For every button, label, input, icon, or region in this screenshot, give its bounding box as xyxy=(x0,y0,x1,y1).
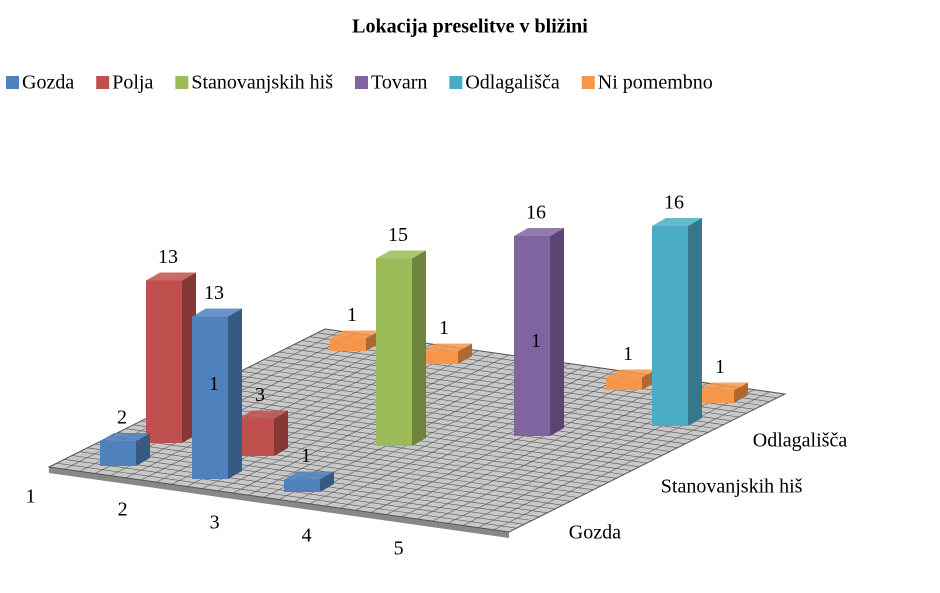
floor-grid xyxy=(232,374,694,441)
legend-label: Tovarn xyxy=(371,72,427,94)
bar-top xyxy=(330,330,380,339)
bar-top xyxy=(514,228,564,236)
bar-side xyxy=(228,308,242,479)
bar-top xyxy=(146,272,196,281)
depth-tick-label: Odlagališča xyxy=(753,429,848,451)
depth-tick-label: Stanovanjskih hiš xyxy=(661,475,803,497)
legend-swatch xyxy=(581,76,595,89)
legend-swatch xyxy=(96,76,110,89)
x-tick-label: 4 xyxy=(302,525,312,547)
value-label: 1 xyxy=(301,445,311,467)
legend-label: Odlagališča xyxy=(465,72,560,94)
bar-top xyxy=(284,471,334,480)
bar-top xyxy=(606,369,656,378)
bar xyxy=(284,471,334,492)
floor-plane xyxy=(49,467,509,538)
bar-top xyxy=(422,343,472,352)
bar xyxy=(422,343,472,364)
floor-grid xyxy=(263,359,724,425)
bar-side xyxy=(274,410,288,456)
floor-grid xyxy=(56,462,517,529)
bar-front xyxy=(606,377,642,390)
bar xyxy=(514,228,564,436)
value-label: 16 xyxy=(526,202,546,224)
value-label: 1 xyxy=(531,330,541,352)
bar xyxy=(192,308,242,479)
floor-grid xyxy=(48,466,510,533)
bar-side xyxy=(550,228,564,436)
bar-top xyxy=(192,308,242,317)
bar-top xyxy=(376,250,426,259)
floor-grid xyxy=(248,367,709,433)
floor-grid xyxy=(255,363,717,429)
bar-front xyxy=(652,226,688,426)
legend-label: Gozda xyxy=(22,72,74,94)
legend-label: Stanovanjskih hiš xyxy=(191,72,333,94)
x-tick-label: 5 xyxy=(394,538,404,560)
bar-front xyxy=(284,479,320,492)
bar-front xyxy=(376,258,412,446)
value-label: 3 xyxy=(255,384,265,406)
bar xyxy=(238,410,288,456)
value-label: 2 xyxy=(117,407,127,429)
legend-swatch xyxy=(6,76,19,89)
bar-front xyxy=(514,236,550,436)
legend-swatch xyxy=(449,76,463,89)
value-label: 1 xyxy=(209,373,219,395)
value-label: 15 xyxy=(388,224,408,246)
bar-side xyxy=(320,471,334,492)
bar xyxy=(146,272,196,443)
bar-front xyxy=(422,351,458,364)
legend-label: Polja xyxy=(112,72,153,94)
value-label: 1 xyxy=(347,304,357,326)
bar-top xyxy=(698,382,748,391)
value-label: 1 xyxy=(623,343,633,365)
floor-grid xyxy=(110,436,571,502)
bar xyxy=(606,369,656,390)
legend-label: Ni pomembno xyxy=(598,72,713,94)
chart-title: Lokacija preselitve v bližini xyxy=(352,16,588,38)
bar-front xyxy=(238,418,274,456)
depth-tick-label: Gozda xyxy=(569,521,621,543)
value-label: 13 xyxy=(204,282,224,304)
bar-side xyxy=(136,433,150,466)
bar-side xyxy=(734,382,748,403)
bar-top xyxy=(652,218,702,226)
bar-front xyxy=(698,390,734,403)
value-label: 16 xyxy=(664,192,684,214)
x-tick-label: 1 xyxy=(26,486,36,508)
floor-grid xyxy=(202,390,663,456)
bar-front xyxy=(146,280,182,443)
floor-grid xyxy=(225,378,686,445)
bar xyxy=(652,218,702,426)
bar-front xyxy=(100,441,136,466)
legend-swatch xyxy=(175,76,189,89)
value-label: 13 xyxy=(158,246,178,268)
floor-grid xyxy=(209,386,671,452)
value-label: 1 xyxy=(715,356,725,378)
bar xyxy=(330,330,380,351)
bar-side xyxy=(412,250,426,446)
bar-front xyxy=(192,316,228,479)
legend-swatch xyxy=(355,76,368,89)
bar xyxy=(698,382,748,403)
x-tick-label: 2 xyxy=(118,499,128,521)
bar xyxy=(376,250,426,446)
bar xyxy=(100,433,150,466)
bar-side xyxy=(458,343,472,364)
x-tick-label: 3 xyxy=(210,512,220,534)
bar-side xyxy=(688,218,702,426)
floor-grid xyxy=(240,370,701,437)
bar-top xyxy=(100,433,150,441)
value-label: 1 xyxy=(439,317,449,339)
bar-front xyxy=(330,338,366,351)
floor-grid xyxy=(217,382,678,448)
bar-top xyxy=(238,410,288,419)
